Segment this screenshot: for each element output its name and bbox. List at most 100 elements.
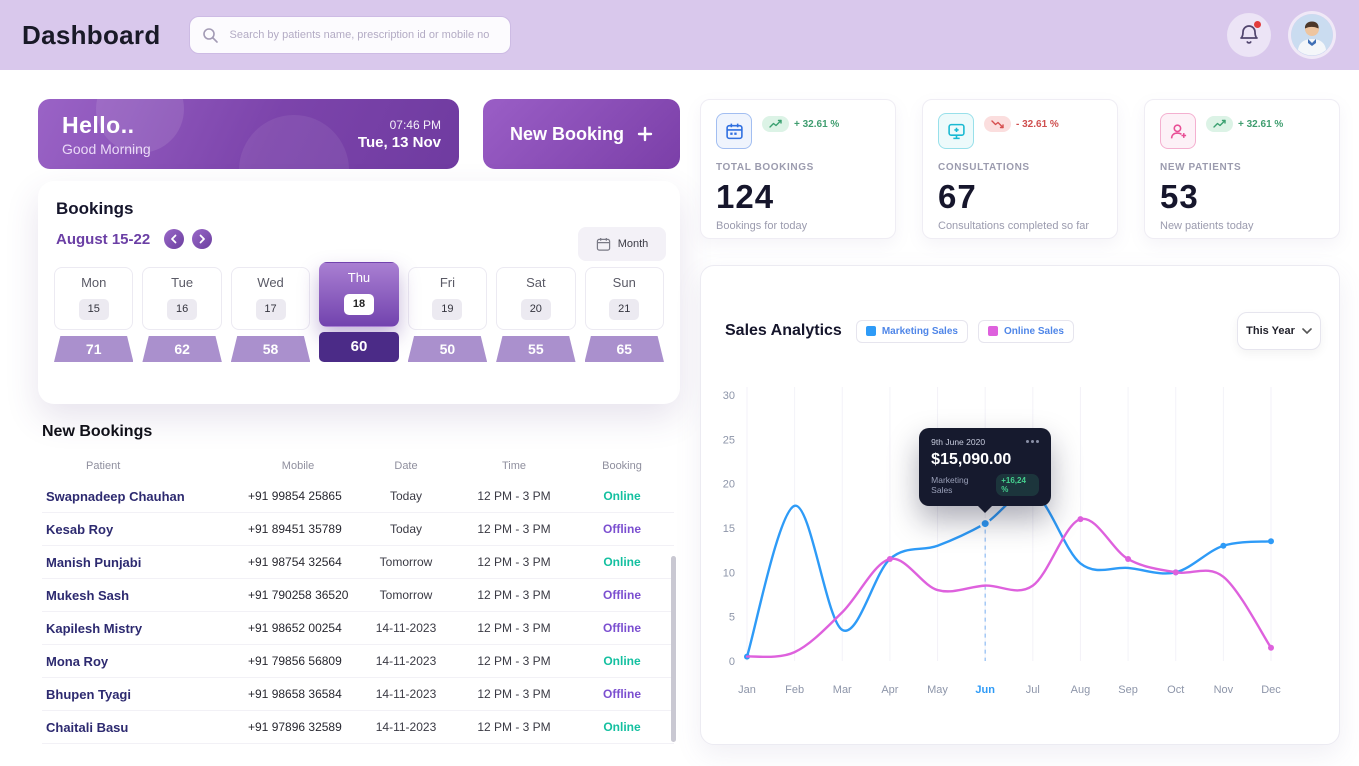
prev-week-button[interactable]	[164, 229, 185, 249]
svg-text:Oct: Oct	[1167, 684, 1184, 696]
bell-icon	[1237, 23, 1261, 47]
column-header-date: Date	[394, 460, 418, 472]
table-header: Patient Mobile Date Time Booking	[42, 452, 674, 480]
day-name: Fri	[439, 275, 455, 290]
table-row[interactable]: Kesab Roy +91 89451 35789 Today 12 PM - 3 P…	[42, 513, 674, 546]
cell-date: Tomorrow	[379, 588, 433, 602]
stat-value: 53	[1160, 178, 1199, 215]
search-bar[interactable]	[188, 16, 511, 54]
stat-label: NEW PATIENTS	[1160, 162, 1242, 173]
tooltip-series: Marketing Sales	[931, 474, 969, 495]
scrollbar-thumb[interactable]	[671, 556, 676, 742]
plus-icon	[637, 126, 653, 142]
stat-card-new-patients: + 32.61 % NEW PATIENTS 53 New patients toda…	[1144, 99, 1340, 239]
svg-text:20: 20	[723, 479, 735, 491]
current-date: Tue, 13 Nov	[357, 133, 441, 151]
svg-text:Nov: Nov	[1214, 684, 1234, 696]
table-row[interactable]: Kapilesh Mistry +91 98652 00254 14-11-2023…	[42, 612, 674, 645]
day-date: 15	[78, 299, 109, 320]
tooltip-value: $15,090.00	[931, 450, 1012, 468]
legend-label: Online Sales	[1003, 325, 1064, 337]
notifications-button[interactable]	[1227, 13, 1271, 57]
stat-label: TOTAL BOOKINGS	[716, 162, 814, 173]
tooltip-change-badge: +16,24 %	[996, 473, 1040, 496]
greeting-subtext: Good Morning	[62, 140, 151, 157]
column-header-time: Time	[501, 460, 527, 472]
cell-time: 12 PM - 3 PM	[477, 489, 551, 503]
stat-subtext: Consultations completed so far	[938, 220, 1090, 232]
year-range-selector[interactable]: This Year	[1237, 312, 1321, 350]
day-date: 16	[167, 299, 198, 320]
cell-patient: Kapilesh Mistry	[46, 620, 143, 636]
trend-change-text: + 32.61 %	[794, 118, 840, 130]
cell-mobile: +91 99854 25865	[248, 489, 342, 503]
cell-booking-status: Online	[603, 654, 641, 668]
next-week-button[interactable]	[192, 229, 213, 249]
new-booking-button[interactable]: New Booking	[483, 99, 680, 169]
month-selector[interactable]: Month	[578, 227, 666, 261]
day-date: 20	[520, 299, 551, 320]
cell-date: Tomorrow	[379, 555, 433, 569]
sales-analytics-card: Sales Analytics Marketing Sales Online Sa…	[700, 265, 1340, 745]
booking-day-tue[interactable]: Tue 16 62	[142, 267, 222, 367]
booking-day-wed[interactable]: Wed 17 58	[230, 267, 311, 367]
tooltip-menu-icon[interactable]	[1026, 440, 1040, 444]
trend-up-icon	[762, 116, 789, 132]
booking-day-sat[interactable]: Sat 20 55	[496, 267, 576, 367]
bookings-title: Bookings	[56, 199, 134, 218]
legend-swatch	[987, 326, 998, 336]
cell-date: Today	[389, 489, 423, 503]
cell-date: 14-11-2023	[375, 654, 437, 668]
stat-card-consultations: - 32.61 % CONSULTATIONS 67 Consultations co…	[922, 99, 1118, 239]
day-name: Thu	[347, 270, 371, 285]
table-row[interactable]: Manish Punjabi +91 98754 32564 Tomorrow 12 …	[42, 546, 674, 579]
cell-time: 12 PM - 3 PM	[477, 621, 551, 635]
day-card: Sun 21	[584, 267, 664, 330]
column-header-booking: Booking	[602, 460, 642, 472]
trend-badge: + 32.61 %	[762, 116, 839, 132]
table-row[interactable]: Mukesh Sash +91 790258 36520 Tomorrow 12 PM…	[42, 579, 674, 612]
day-name: Sat	[526, 275, 546, 290]
svg-text:Jul: Jul	[1026, 684, 1040, 696]
legend-item-marketing-sales[interactable]: Marketing Sales	[855, 319, 968, 343]
greeting-card: Hello.. Good Morning 07:46 PM Tue, 13 No…	[38, 99, 459, 169]
cell-date: Today	[389, 522, 423, 536]
day-booking-count: 65	[584, 336, 664, 362]
calendar-icon	[596, 237, 611, 252]
day-date: 18	[343, 294, 374, 315]
table-row[interactable]: Mona Roy +91 79856 56809 14-11-2023 12 PM -…	[42, 645, 674, 678]
svg-text:Jan: Jan	[738, 684, 756, 696]
legend-item-online-sales[interactable]: Online Sales	[977, 319, 1074, 343]
bookings-table: Patient Mobile Date Time Booking Swapnadeep …	[42, 452, 674, 744]
cell-date: 14-11-2023	[375, 720, 437, 734]
booking-day-mon[interactable]: Mon 15 71	[54, 267, 134, 367]
cell-booking-status: Online	[603, 555, 641, 569]
day-card: Sat 20	[496, 267, 576, 330]
cell-mobile: +91 89451 35789	[248, 522, 342, 536]
cell-time: 12 PM - 3 PM	[477, 687, 551, 701]
column-header-patient: Patient	[86, 460, 121, 472]
cell-patient: Chaitali Basu	[46, 719, 129, 735]
cell-date: 14-11-2023	[375, 687, 437, 701]
day-date: 21	[609, 299, 640, 320]
new-booking-label: New Booking	[509, 123, 624, 144]
day-booking-count: 50	[407, 336, 488, 362]
trend-change-text: + 32.61 %	[1238, 118, 1284, 130]
booking-day-thu[interactable]: Thu 18 60	[319, 262, 399, 362]
column-header-mobile: Mobile	[281, 460, 315, 472]
sales-analytics-title: Sales Analytics	[725, 322, 842, 339]
avatar[interactable]	[1291, 14, 1333, 56]
search-input[interactable]	[227, 28, 498, 42]
booking-day-fri[interactable]: Fri 19 50	[407, 267, 488, 367]
search-icon	[202, 27, 219, 44]
day-booking-count: 58	[230, 336, 311, 362]
cell-booking-status: Online	[603, 489, 641, 503]
cell-mobile: +91 790258 36520	[248, 588, 349, 602]
svg-text:Jun: Jun	[975, 684, 995, 696]
table-row[interactable]: Bhupen Tyagi +91 98658 36584 14-11-2023 12 …	[42, 678, 674, 711]
booking-day-sun[interactable]: Sun 21 65	[584, 267, 664, 367]
day-date: 19	[432, 299, 463, 320]
table-row[interactable]: Swapnadeep Chauhan +91 99854 25865 Today 12…	[42, 480, 674, 513]
table-row[interactable]: Chaitali Basu +91 97896 32589 14-11-2023 12…	[42, 711, 674, 744]
trend-up-icon	[1206, 116, 1233, 132]
